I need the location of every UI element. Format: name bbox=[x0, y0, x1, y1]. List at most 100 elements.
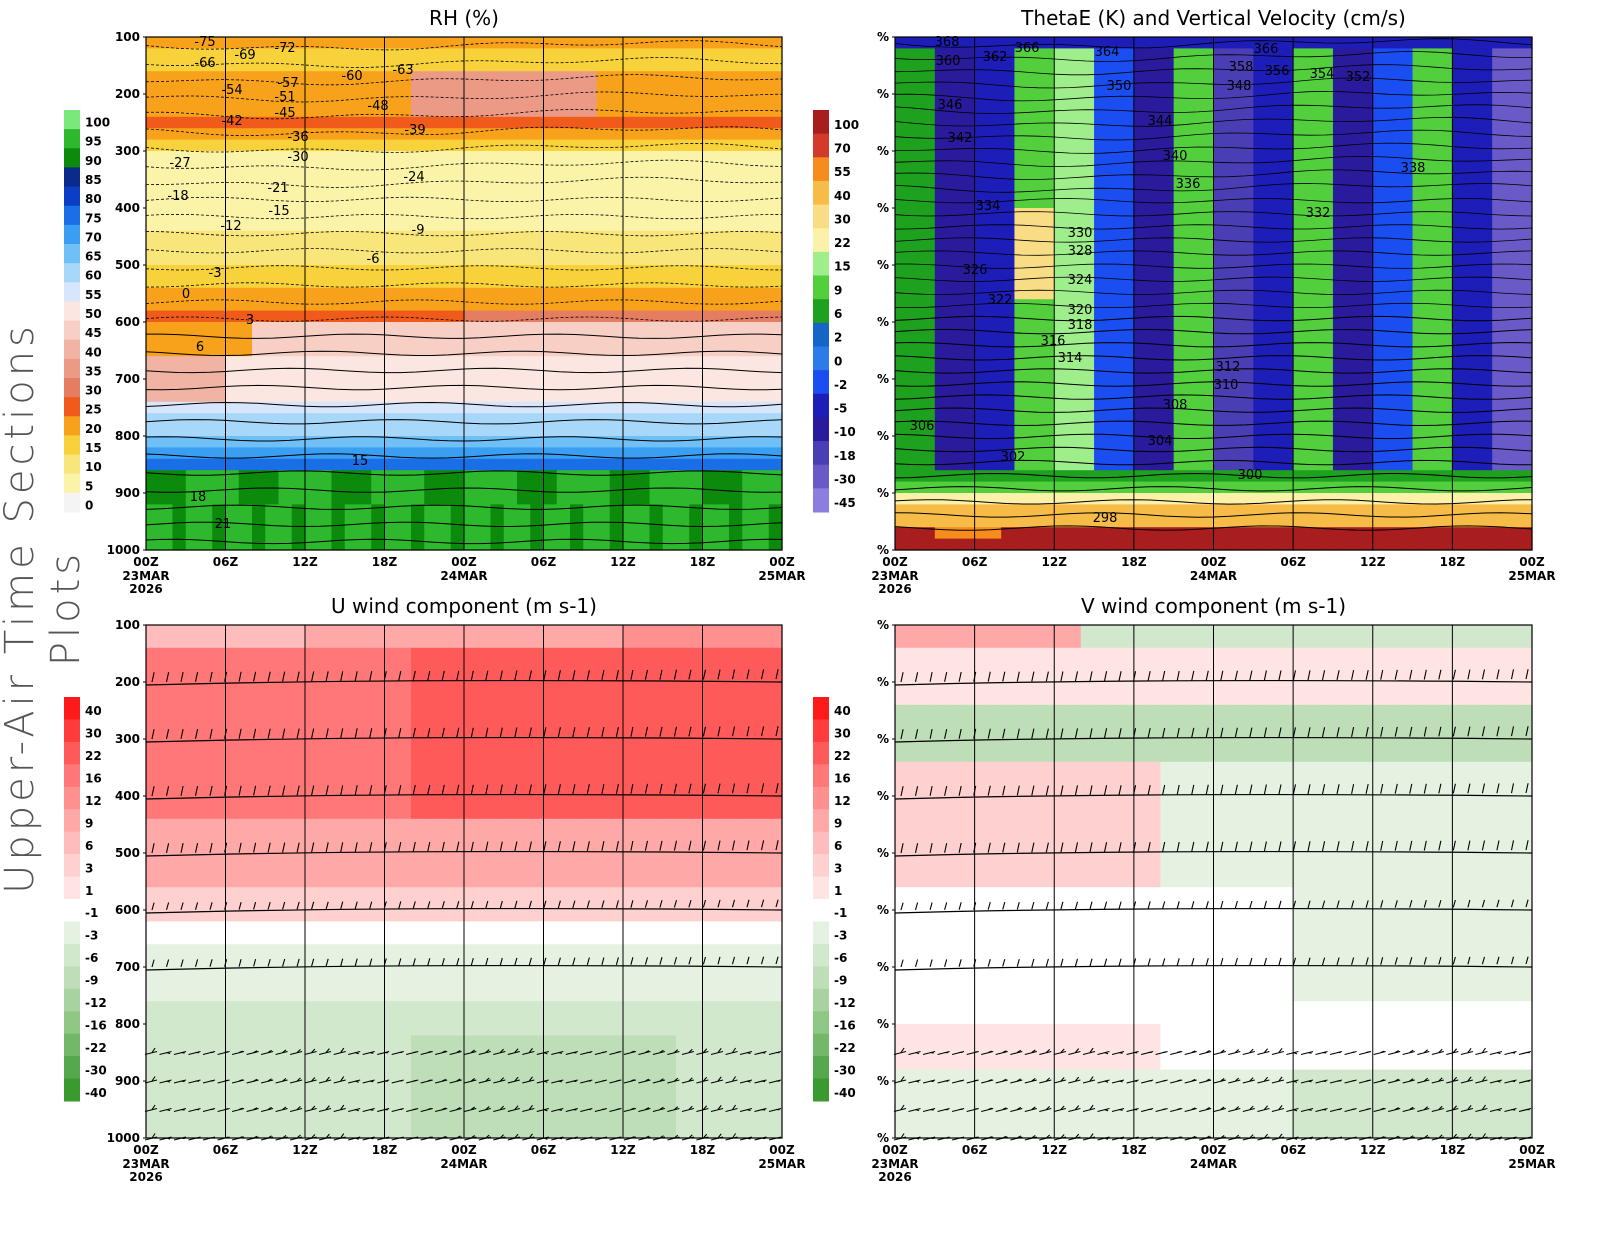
thetae-cell bbox=[1107, 527, 1122, 540]
thetae-cell bbox=[1319, 470, 1334, 483]
thetae-cell bbox=[1200, 299, 1215, 312]
thetae-cell bbox=[1107, 390, 1122, 403]
u_wind-cell bbox=[199, 1046, 213, 1059]
thetae-cell bbox=[908, 230, 923, 243]
thetae-cell bbox=[987, 173, 1002, 186]
thetae-cell bbox=[987, 105, 1002, 118]
rh-cell bbox=[450, 424, 465, 437]
thetae-cell bbox=[1226, 208, 1241, 220]
thetae-cell bbox=[908, 538, 923, 551]
rh-date-label: 25MAR bbox=[758, 569, 805, 583]
rh-cell bbox=[384, 493, 399, 505]
thetae-cell bbox=[895, 208, 909, 220]
thetae-cell bbox=[1200, 196, 1215, 209]
rh-cell bbox=[358, 82, 372, 95]
thetae-cell bbox=[961, 458, 976, 471]
rh-cell bbox=[437, 151, 452, 163]
rh-cell bbox=[530, 276, 545, 289]
thetae-cell bbox=[1319, 71, 1334, 84]
rh-cell bbox=[331, 59, 346, 72]
thetae-cell bbox=[987, 116, 1002, 129]
rh-cell bbox=[583, 333, 598, 346]
thetae-cell bbox=[1266, 276, 1281, 289]
thetae-cell bbox=[1425, 481, 1440, 494]
u_wind-cell bbox=[172, 716, 187, 729]
thetae-contour-label: 358 bbox=[1229, 60, 1254, 75]
thetae-cell bbox=[1319, 379, 1334, 391]
thetae-cell bbox=[1319, 322, 1334, 334]
rh-cell bbox=[397, 219, 412, 232]
thetae-cell bbox=[1226, 322, 1241, 334]
rh-cell bbox=[583, 82, 598, 95]
thetae-cell bbox=[1014, 322, 1029, 334]
u_wind-cell bbox=[172, 944, 187, 957]
rh-contour-line bbox=[145, 248, 783, 254]
rh-cell bbox=[265, 424, 280, 437]
rh-cell bbox=[424, 185, 439, 198]
rh-cell bbox=[570, 276, 584, 289]
thetae-cell bbox=[1293, 139, 1307, 152]
rh-cell bbox=[159, 447, 174, 460]
rh-colorbar-label: 15 bbox=[85, 441, 102, 455]
rh-cell bbox=[450, 538, 465, 551]
thetae-cell bbox=[908, 401, 923, 414]
rh-cell bbox=[503, 299, 518, 312]
thetae-cell bbox=[1160, 538, 1175, 551]
u_wind-cell bbox=[212, 955, 227, 968]
rh-cell bbox=[503, 208, 518, 220]
thetae-cell bbox=[1147, 299, 1162, 312]
thetae-cell bbox=[1054, 367, 1069, 380]
rh-cell bbox=[331, 436, 346, 448]
rh-cell bbox=[265, 493, 280, 505]
rh-cell bbox=[729, 310, 743, 323]
thetae-cell bbox=[1094, 287, 1108, 300]
rh-cell bbox=[450, 253, 465, 266]
rh-cell bbox=[742, 515, 757, 528]
thetae-cell bbox=[1332, 265, 1347, 277]
thetae-cell bbox=[1359, 253, 1374, 266]
rh-cell bbox=[729, 470, 743, 483]
rh-cell bbox=[146, 322, 160, 334]
rh-cell bbox=[424, 470, 439, 483]
rh-cell bbox=[570, 356, 584, 369]
rh-cell bbox=[503, 196, 518, 209]
thetae-cell bbox=[1240, 196, 1254, 209]
thetae-cell bbox=[1452, 322, 1467, 334]
thetae-cell bbox=[1014, 276, 1029, 289]
thetae-cell bbox=[1054, 265, 1069, 277]
rh-cell bbox=[212, 515, 227, 528]
rh-cell bbox=[596, 538, 611, 551]
rh-cell bbox=[278, 71, 293, 84]
thetae-cell bbox=[1160, 436, 1175, 448]
rh-cell bbox=[199, 493, 213, 505]
u_wind-cell bbox=[159, 932, 174, 945]
thetae-cell bbox=[1094, 116, 1108, 129]
rh-cell bbox=[437, 493, 452, 505]
rh-cell bbox=[715, 173, 730, 186]
thetae-cell bbox=[1306, 37, 1321, 49]
u_wind-cell bbox=[199, 682, 213, 694]
thetae-contour-label: 340 bbox=[1163, 149, 1188, 164]
thetae-cell bbox=[1133, 299, 1148, 312]
rh-cell bbox=[477, 344, 492, 357]
thetae-cell bbox=[1213, 185, 1228, 198]
thetae-cell bbox=[1439, 504, 1453, 517]
thetae-cell bbox=[1160, 185, 1175, 198]
thetae-cell bbox=[1293, 219, 1307, 232]
rh-cell bbox=[291, 470, 306, 483]
rh-cell bbox=[358, 413, 372, 426]
thetae-cell bbox=[1359, 356, 1374, 369]
rh-cell bbox=[662, 94, 677, 106]
rh-cell bbox=[397, 390, 412, 403]
thetae-cell bbox=[1080, 173, 1095, 186]
thetae-cell bbox=[908, 48, 923, 61]
rh-cell bbox=[411, 242, 425, 255]
u_wind-cell bbox=[199, 955, 213, 968]
thetae-cell bbox=[961, 71, 976, 84]
rh-cell bbox=[252, 105, 266, 118]
rh-cell bbox=[411, 333, 425, 346]
rh-cell bbox=[331, 139, 346, 152]
thetae-cell bbox=[961, 162, 976, 175]
rh-cell bbox=[185, 481, 200, 494]
rh-cell bbox=[729, 48, 743, 61]
